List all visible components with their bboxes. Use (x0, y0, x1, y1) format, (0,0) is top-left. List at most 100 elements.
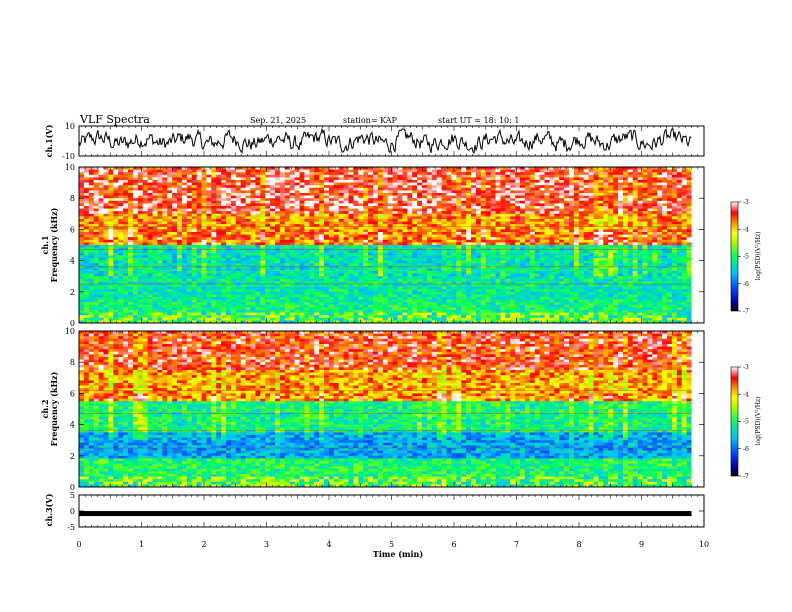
ch1-spec-cell (485, 234, 491, 238)
ch1-spec-cell (177, 167, 183, 170)
ch1-spec-cell (387, 198, 393, 202)
ch1-spec-cell (265, 203, 271, 207)
ch1-spec-cell (201, 211, 207, 215)
ch1-spec-cell (230, 229, 237, 233)
ch1-spec-cell (608, 208, 614, 212)
ch1-spec-cell (397, 258, 403, 261)
ch1-spec-cell (637, 206, 643, 209)
ch1-spec-cell (265, 247, 271, 251)
ch1-spec-cell (118, 229, 124, 233)
ch1-spec-cell (681, 239, 687, 243)
ch1-spec-cell (309, 174, 315, 178)
ch1-spec-cell (387, 177, 393, 181)
ch1-spec-cell (588, 260, 594, 264)
ch1-spec-cell (422, 193, 428, 196)
ch1-spec-cell (353, 167, 359, 170)
ch1-spec-cell (422, 232, 428, 235)
ch1-spec-cell (157, 208, 163, 212)
ch1-spec-cell (466, 195, 472, 199)
ch1-spec-cell (373, 216, 379, 220)
ch1-spec-cell (358, 195, 364, 199)
ch1-spec-cell (162, 174, 168, 178)
ch1-spec-cell (309, 245, 315, 248)
ch1-spec-cell (431, 234, 438, 238)
ch1-spec-cell (554, 208, 560, 212)
ch1-spec-cell (431, 177, 438, 181)
ch1-spec-cell (662, 172, 668, 176)
ch1-spec-cell (304, 247, 310, 251)
ch1-spec-cell (495, 258, 501, 261)
ch1-spec-cell (191, 208, 197, 212)
ch1-spec-cell (417, 242, 423, 246)
ch1-spec-cell (324, 177, 330, 181)
ch1-spec-cell (152, 239, 158, 243)
ch1-spec-cell (382, 260, 389, 264)
ch1-spec-cell (157, 198, 163, 202)
ch1-spec-cell (392, 198, 398, 202)
ch1-spec-cell (113, 232, 119, 235)
ch1-spec-cell (686, 211, 692, 215)
ch1-spec-cell (573, 255, 580, 259)
ch1-spec-cell (564, 187, 570, 191)
ch1-spec-cell (328, 237, 335, 241)
ch1-spec-cell (186, 187, 193, 191)
ch1-spec-cell (147, 182, 153, 186)
ch1-spec-cell (230, 234, 237, 238)
ch1-spec-cell (108, 206, 114, 209)
ch1-spec-cell (235, 258, 242, 261)
ch1-spec-cell (515, 177, 521, 181)
ch1-spec-cell (128, 250, 134, 254)
ch1-spec-cell (564, 174, 570, 178)
ch1-spec-cell (177, 200, 183, 204)
ch1-spec-cell (309, 229, 315, 233)
ch1-spec-cell (118, 239, 124, 243)
ch1-spec-cell (260, 211, 266, 215)
ch1-spec-cell (392, 174, 398, 178)
ch1-spec-cell (294, 182, 300, 186)
ch1-spec-cell (240, 239, 246, 243)
ch1-spec-cell (681, 237, 687, 241)
ch1-spec-cell (524, 258, 531, 261)
ch1-spec-cell (436, 195, 442, 199)
ch1-spec-cell (132, 169, 139, 173)
ch1-spec-cell (181, 185, 188, 189)
ch1-spec-cell (260, 200, 266, 204)
ch1-spec-cell (211, 172, 217, 176)
ch1-spec-cell (397, 193, 403, 196)
ch1-spec-cell (524, 252, 531, 256)
ch1-spec-cell (172, 169, 178, 173)
ch1-spec-cell (240, 208, 246, 212)
ch1-spec-cell (186, 203, 193, 207)
ch1-spec-cell (564, 237, 570, 241)
ch1-spec-cell (181, 242, 188, 246)
ch1-spec-cell (186, 224, 193, 228)
ch1-spec-cell (196, 265, 202, 269)
ch1-spec-cell (196, 177, 202, 181)
ch1-spec-cell (368, 167, 374, 170)
ch1-spec-cell (83, 203, 90, 207)
ch1-spec-cell (569, 221, 575, 225)
ch1-spec-cell (177, 226, 183, 230)
ch1-spec-cell (485, 239, 491, 243)
ch1-spec-cell (559, 252, 565, 256)
ch1-spec-cell (436, 245, 442, 248)
ch1-spec-cell (211, 187, 217, 191)
ch1-spec-cell (270, 206, 276, 209)
ch1-spec-cell (583, 255, 589, 259)
ch1-spec-cell (167, 247, 173, 251)
ch1-spec-cell (221, 190, 227, 194)
ch1-spec-cell (667, 190, 673, 194)
ch1-spec-cell (554, 213, 560, 217)
ch1-spec-cell (260, 229, 266, 233)
ch1-spec-cell (250, 167, 256, 170)
ch1-spec-cell (382, 198, 389, 202)
ch1-spec-cell (622, 258, 629, 261)
ch1-spec-cell (475, 203, 482, 207)
ch1-spec-cell (314, 180, 320, 183)
ch1-spec-cell (578, 193, 585, 196)
ch1-spec-cell (240, 213, 246, 217)
ch1-spec-cell (529, 219, 536, 222)
ch1-spec-cell (480, 180, 487, 183)
ch1-spec-cell (157, 211, 163, 215)
ch1-spec-cell (510, 263, 516, 267)
